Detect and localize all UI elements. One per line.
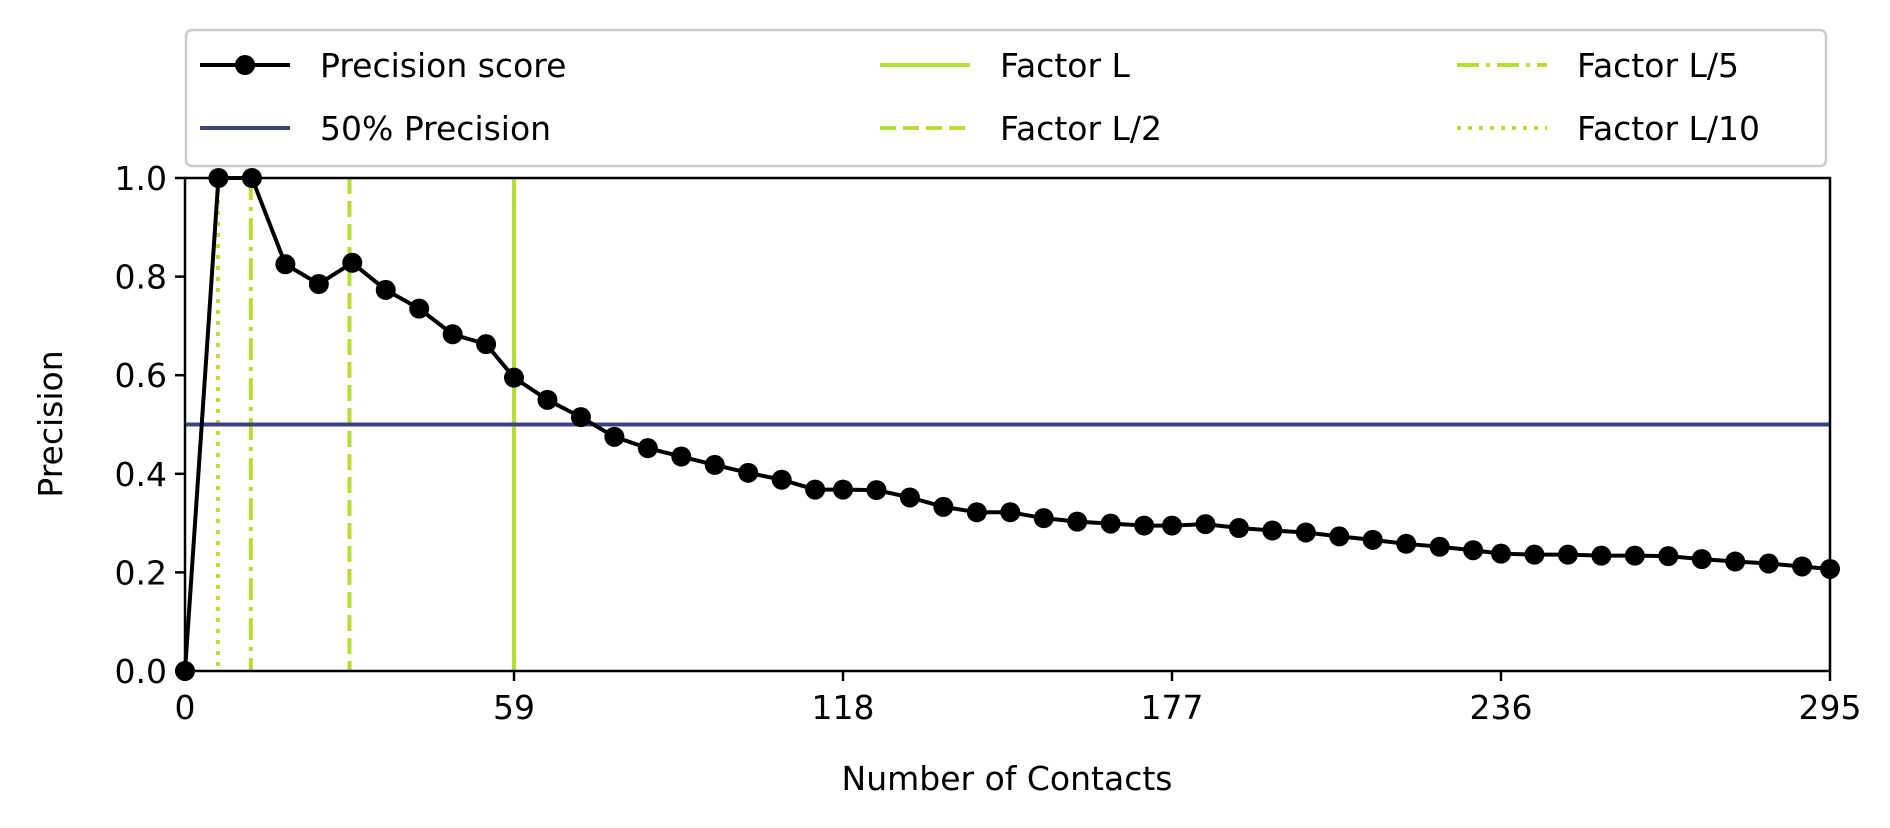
legend-entry-factor-l5: Factor L/5	[1457, 46, 1739, 85]
legend-label-factor-l: Factor L	[1000, 46, 1131, 85]
legend-frame	[184, 28, 1828, 168]
data-point	[1524, 544, 1545, 565]
x-tick-label: 236	[1470, 688, 1533, 727]
data-point	[537, 389, 558, 410]
data-point	[1591, 545, 1612, 566]
data-point	[1262, 520, 1283, 541]
data-point	[1228, 518, 1249, 539]
data-point	[1396, 533, 1417, 554]
data-point	[966, 502, 987, 523]
legend-entry-factor-l10: Factor L/10	[1457, 109, 1760, 148]
x-tick-label: 59	[493, 688, 535, 727]
data-point	[738, 462, 759, 483]
legend-label-precision-score: Precision score	[320, 46, 566, 85]
y-tick-label: 0.2	[115, 553, 167, 592]
data-point	[604, 426, 625, 447]
data-point	[1362, 529, 1383, 550]
y-tick-label: 0.0	[115, 652, 167, 691]
data-point	[1658, 546, 1679, 567]
x-axis-title: Number of Contacts	[842, 759, 1173, 798]
y-axis: 0.0 0.2 0.4 0.6 0.8 1.0	[115, 159, 185, 691]
y-tick-label: 0.6	[115, 356, 167, 395]
data-point	[1758, 553, 1779, 574]
data-point	[1491, 543, 1511, 564]
data-point	[866, 480, 887, 501]
x-tick-label: 177	[1141, 688, 1204, 727]
legend: Precision score 50% Precision Factor L F…	[184, 28, 1828, 168]
data-point	[1033, 508, 1054, 529]
data-point	[1162, 515, 1182, 536]
y-tick-label: 0.4	[115, 455, 167, 494]
data-point	[1195, 514, 1216, 535]
legend-label-factor-l2: Factor L/2	[1000, 109, 1162, 148]
data-point	[704, 454, 725, 475]
legend-label-50-precision: 50% Precision	[320, 109, 551, 148]
data-point	[342, 252, 363, 273]
data-point	[504, 367, 524, 388]
legend-label-factor-l10: Factor L/10	[1577, 109, 1760, 148]
data-point	[1691, 549, 1712, 570]
series-layer	[175, 168, 1840, 681]
legend-marker-precision-score	[235, 55, 255, 75]
data-point	[1295, 522, 1316, 543]
data-point	[1134, 515, 1155, 536]
x-axis: 0 59 118 177 236 295	[175, 671, 1862, 727]
data-point	[442, 324, 463, 345]
data-point	[275, 254, 296, 275]
y-tick-label: 1.0	[115, 159, 167, 198]
data-point	[805, 479, 826, 500]
x-tick-label: 295	[1799, 688, 1862, 727]
data-point	[1100, 513, 1121, 534]
data-point	[476, 334, 497, 355]
data-point	[899, 487, 920, 508]
data-point	[1463, 540, 1484, 561]
data-point	[1000, 502, 1021, 523]
data-point	[1624, 545, 1645, 566]
data-point	[570, 407, 591, 428]
data-point	[308, 273, 329, 294]
data-point	[637, 438, 658, 459]
legend-entry-factor-l2: Factor L/2	[880, 109, 1162, 148]
legend-entry-precision-score: Precision score	[200, 46, 566, 85]
legend-label-factor-l5: Factor L/5	[1577, 46, 1739, 85]
legend-entry-50-precision: 50% Precision	[200, 109, 551, 148]
x-tick-label: 0	[175, 688, 196, 727]
x-tick-label: 118	[812, 688, 875, 727]
y-axis-title: Precision	[31, 350, 70, 497]
data-point	[771, 469, 792, 490]
data-point	[671, 446, 692, 467]
data-point	[1557, 544, 1578, 565]
data-point	[833, 479, 853, 500]
plot-frame	[183, 176, 1832, 673]
data-point	[1792, 556, 1813, 577]
data-point	[1725, 551, 1746, 572]
y-tick-label: 0.8	[115, 258, 167, 297]
data-point	[1067, 511, 1088, 532]
data-point	[409, 298, 430, 319]
data-point	[933, 496, 954, 517]
data-point	[375, 279, 396, 300]
data-point	[1429, 536, 1450, 557]
legend-entry-factor-l: Factor L	[880, 46, 1131, 85]
data-point	[1329, 526, 1350, 547]
